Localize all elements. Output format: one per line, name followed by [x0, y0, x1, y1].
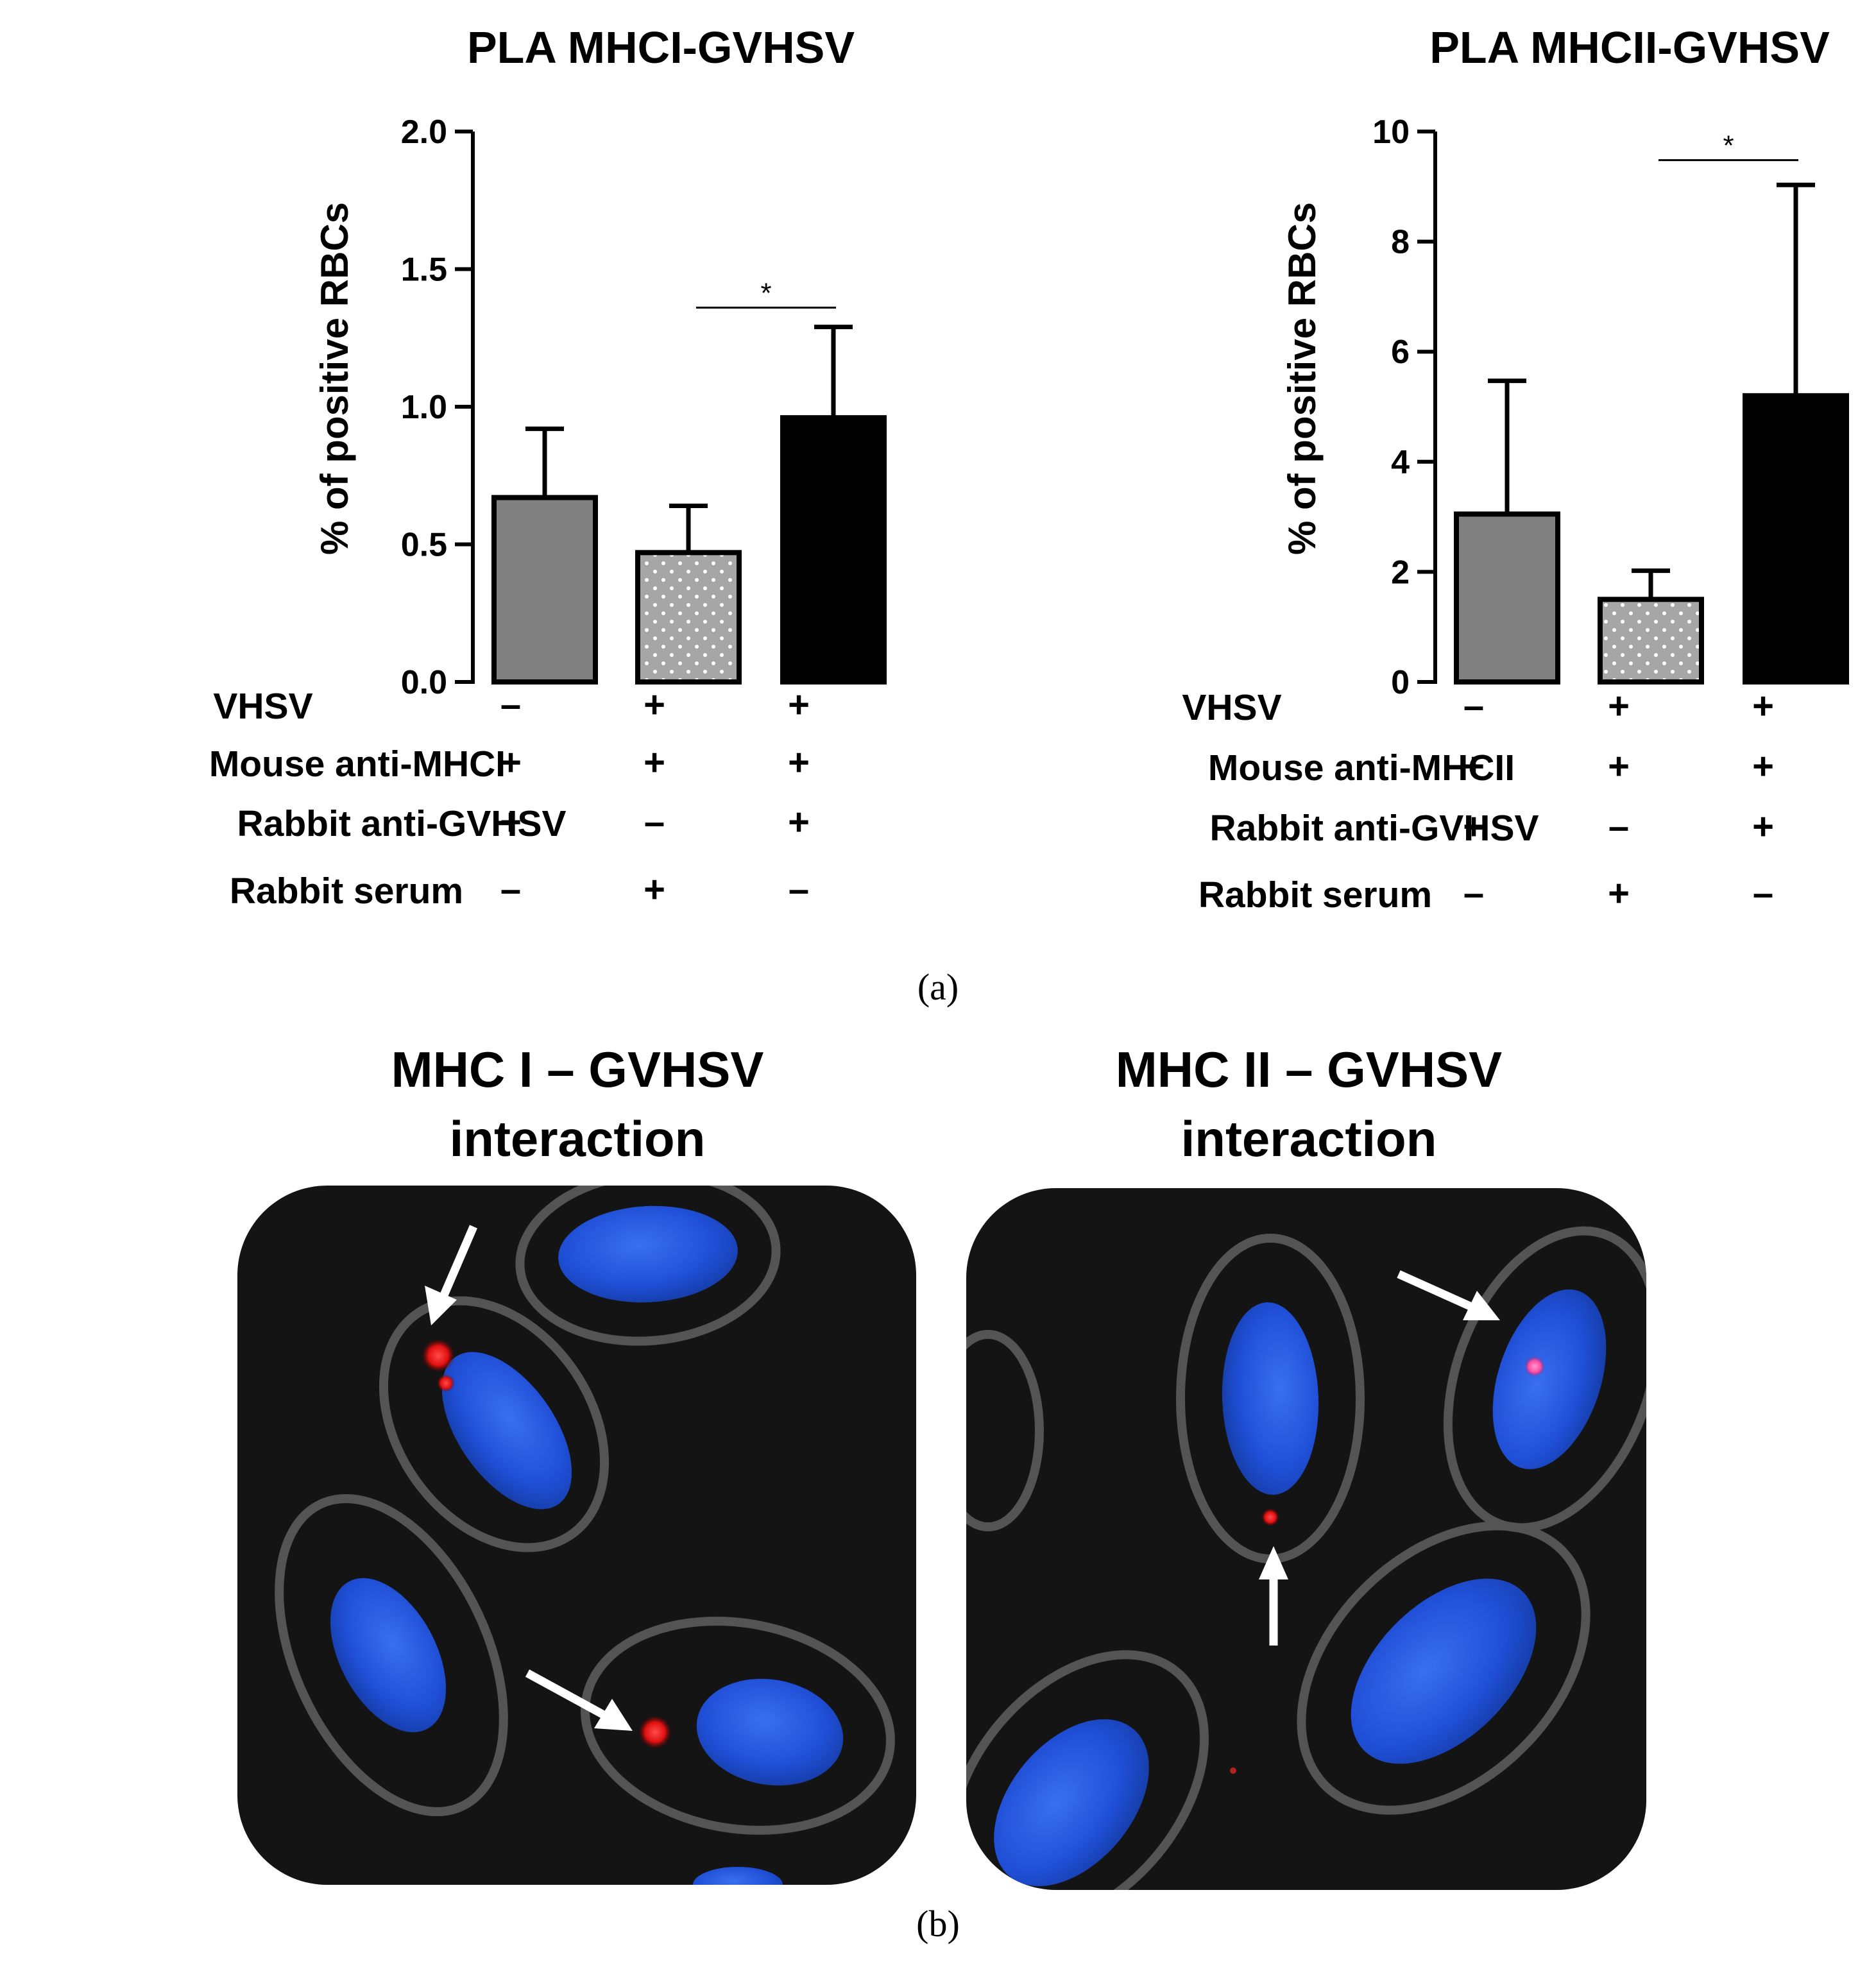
bar — [491, 495, 598, 685]
condition-label: Rabbit serum — [230, 871, 463, 912]
arrow-icon — [525, 1669, 633, 1731]
nucleus — [1351, 1578, 1537, 1764]
nucleus — [558, 1205, 738, 1303]
condition-sign: – — [1608, 806, 1629, 847]
micrograph-title-line2: interaction — [1181, 1110, 1437, 1167]
bar — [1454, 511, 1560, 685]
condition-label: Mouse anti-MHCII — [1208, 747, 1515, 788]
condition-label: VHSV — [213, 686, 312, 727]
condition-sign: – — [500, 869, 521, 910]
significance-marker: * — [760, 278, 771, 309]
condition-sign: + — [1608, 685, 1630, 727]
nucleus — [693, 1867, 783, 1885]
condition-sign: + — [788, 801, 810, 843]
arrow-icon — [1259, 1546, 1288, 1646]
pla-signal — [1261, 1508, 1279, 1526]
cell-outline — [966, 1226, 1646, 1890]
condition-sign: + — [1608, 745, 1630, 787]
condition-sign: – — [1463, 685, 1484, 727]
y-tick-label: 2 — [1391, 554, 1410, 591]
nucleus — [696, 1678, 844, 1786]
pla-signal — [1230, 1767, 1236, 1774]
condition-sign: + — [500, 801, 522, 843]
chart-mhci: PLA MHCI-GVHSV % of positive RBCs 0.0 0.5… — [209, 22, 887, 912]
arrow-icon — [425, 1225, 477, 1325]
pla-signal — [1524, 1356, 1545, 1377]
bar — [1598, 597, 1704, 685]
y-tick-label: 10 — [1372, 114, 1410, 151]
condition-sign: + — [1463, 745, 1485, 787]
cell-outline — [275, 1186, 895, 1835]
condition-label: Rabbit anti-GVHSV — [237, 803, 566, 844]
condition-sign: + — [500, 742, 522, 783]
y-tick-label: 4 — [1391, 444, 1410, 481]
condition-label: Rabbit serum — [1198, 874, 1432, 915]
condition-sign: – — [1753, 872, 1773, 914]
nucleus — [330, 1578, 447, 1733]
panel-label-a: (a) — [917, 966, 959, 1008]
chart-title: PLA MHCI-GVHSV — [467, 22, 855, 72]
condition-sign: + — [644, 742, 665, 783]
nucleus — [1492, 1289, 1607, 1470]
micrograph-title-line1: MHC II – GVHSV — [1116, 1041, 1502, 1098]
micrograph-title-line2: interaction — [450, 1110, 706, 1167]
y-tick-label: 6 — [1391, 334, 1410, 371]
chart-title: PLA MHCII-GVHSV — [1429, 22, 1830, 72]
bar — [1743, 393, 1849, 685]
condition-sign: + — [1463, 806, 1485, 847]
bar — [635, 550, 742, 685]
bar — [780, 415, 887, 685]
nucleus — [1222, 1302, 1319, 1495]
y-tick-label: 8 — [1391, 224, 1410, 261]
condition-sign: – — [1463, 872, 1484, 914]
y-tick-label: 0.0 — [401, 664, 447, 701]
pla-signal — [422, 1339, 455, 1372]
condition-sign: – — [644, 801, 665, 843]
micrograph-mhcii — [966, 1188, 1646, 1890]
condition-sign: + — [1608, 872, 1630, 914]
condition-label: Rabbit anti-GVHSV — [1209, 808, 1539, 849]
y-axis-label: % of positive RBCs — [313, 202, 356, 555]
condition-sign: + — [644, 684, 665, 726]
chart-mhcii: PLA MHCII-GVHSV % of positive RBCs 0 2 4 6 8… — [1182, 22, 1849, 915]
pla-signal — [437, 1374, 455, 1392]
y-tick-label: 2.0 — [401, 114, 447, 151]
condition-sign: – — [500, 684, 521, 726]
y-tick-label: 0.5 — [401, 527, 447, 564]
condition-label: VHSV — [1182, 687, 1281, 728]
arrow-icon — [1397, 1270, 1500, 1320]
nucleus — [441, 1352, 572, 1510]
y-tick-label: 1.0 — [401, 389, 447, 426]
condition-sign: + — [788, 742, 810, 783]
pla-signal — [638, 1715, 672, 1749]
condition-sign: – — [789, 869, 809, 910]
significance-marker: * — [1723, 130, 1734, 162]
condition-sign: + — [1752, 685, 1774, 727]
micrograph-title-line1: MHC I – GVHSV — [391, 1041, 764, 1098]
y-axis-label: % of positive RBCs — [1281, 202, 1324, 555]
condition-sign: + — [788, 684, 810, 726]
nucleus — [994, 1719, 1149, 1887]
condition-sign: + — [1752, 745, 1774, 787]
micrograph-mhci — [237, 1186, 916, 1885]
condition-sign: + — [644, 869, 665, 910]
y-tick-label: 0 — [1391, 664, 1410, 701]
y-tick-label: 1.5 — [401, 251, 447, 289]
condition-label: Mouse anti-MHCI — [209, 744, 506, 785]
panel-label-b: (b) — [916, 1903, 960, 1944]
condition-sign: + — [1752, 806, 1774, 847]
